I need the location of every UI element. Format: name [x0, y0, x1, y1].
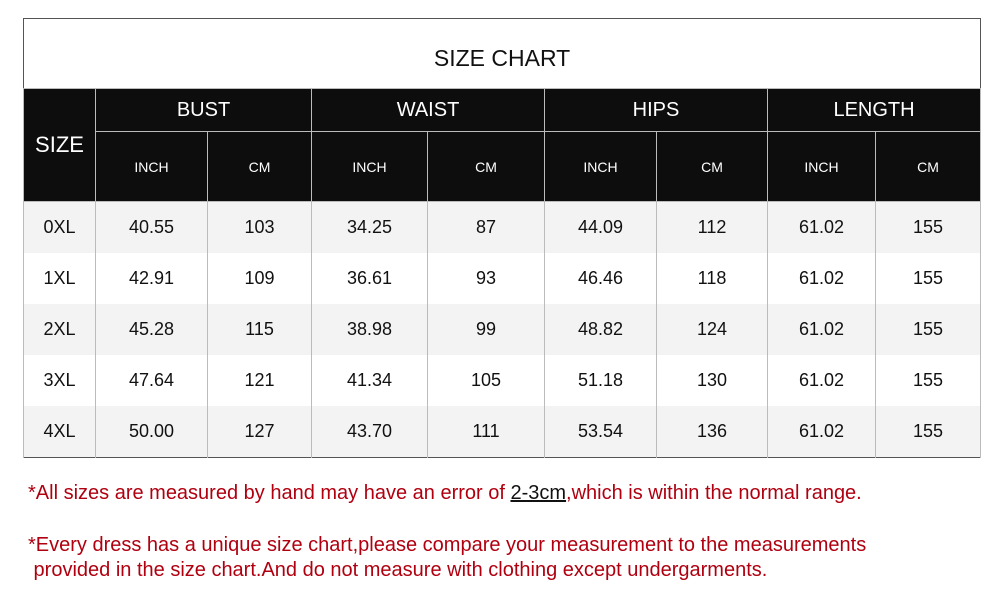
chart-title: SIZE CHART [23, 18, 981, 89]
table-row: 3XL 47.64 121 41.34 105 51.18 130 61.02 155 [23, 355, 982, 406]
value-cell: 118 [656, 253, 768, 304]
value-cell: 155 [874, 406, 982, 458]
note-measurement-error: *All sizes are measured by hand may have… [28, 481, 862, 506]
size-cell: 3XL [23, 355, 96, 406]
value-cell: 155 [874, 304, 982, 355]
value-cell: 61.02 [767, 355, 876, 406]
value-cell: 87 [427, 201, 545, 253]
value-cell: 155 [874, 201, 982, 253]
value-cell: 41.34 [311, 355, 428, 406]
value-cell: 42.91 [95, 253, 208, 304]
value-cell: 103 [207, 201, 312, 253]
group-header-hips: HIPS [544, 88, 768, 132]
value-cell: 112 [656, 201, 768, 253]
note2-line1: *Every dress has a unique size chart,ple… [28, 534, 867, 556]
value-cell: 45.28 [95, 304, 208, 355]
size-cell: 0XL [23, 201, 96, 253]
unit-header-inch: INCH [544, 131, 657, 202]
value-cell: 105 [427, 355, 545, 406]
value-cell: 115 [207, 304, 312, 355]
value-cell: 43.70 [311, 406, 428, 458]
value-cell: 40.55 [95, 201, 208, 253]
table-row: 4XL 50.00 127 43.70 111 53.54 136 61.02 155 [23, 406, 982, 458]
group-header-bust: BUST [95, 88, 312, 132]
size-chart-table: SIZE CHART SIZE BUST WAIST HIPS LENGTH I… [23, 18, 982, 458]
value-cell: 61.02 [767, 406, 876, 458]
size-cell: 2XL [23, 304, 96, 355]
table-row: 0XL 40.55 103 34.25 87 44.09 112 61.02 155 [23, 201, 982, 253]
value-cell: 50.00 [95, 406, 208, 458]
value-cell: 124 [656, 304, 768, 355]
table-row: 2XL 45.28 115 38.98 99 48.82 124 61.02 155 [23, 304, 982, 355]
table-row: 1XL 42.91 109 36.61 93 46.46 118 61.02 155 [23, 253, 982, 304]
value-cell: 46.46 [544, 253, 657, 304]
value-cell: 51.18 [544, 355, 657, 406]
size-cell: 4XL [23, 406, 96, 458]
note1-text-end: ,which is within the normal range. [566, 482, 862, 504]
note2-line2: provided in the size chart.And do not me… [28, 559, 768, 581]
value-cell: 61.02 [767, 253, 876, 304]
value-cell: 61.02 [767, 201, 876, 253]
unit-header-cm: CM [427, 131, 545, 202]
value-cell: 61.02 [767, 304, 876, 355]
value-cell: 99 [427, 304, 545, 355]
value-cell: 36.61 [311, 253, 428, 304]
unit-header-inch: INCH [767, 131, 876, 202]
note-unique-chart: *Every dress has a unique size chart,ple… [28, 533, 866, 583]
value-cell: 93 [427, 253, 545, 304]
value-cell: 44.09 [544, 201, 657, 253]
value-cell: 47.64 [95, 355, 208, 406]
value-cell: 34.25 [311, 201, 428, 253]
value-cell: 136 [656, 406, 768, 458]
unit-header-cm: CM [656, 131, 768, 202]
value-cell: 109 [207, 253, 312, 304]
group-header-waist: WAIST [311, 88, 545, 132]
value-cell: 111 [427, 406, 545, 458]
value-cell: 155 [874, 355, 982, 406]
value-cell: 53.54 [544, 406, 657, 458]
value-cell: 48.82 [544, 304, 657, 355]
unit-header-cm: CM [874, 131, 982, 202]
value-cell: 155 [874, 253, 982, 304]
size-header: SIZE [23, 88, 96, 202]
value-cell: 38.98 [311, 304, 428, 355]
group-header-length: LENGTH [766, 88, 982, 132]
note1-text: *All sizes are measured by hand may have… [28, 482, 511, 504]
size-cell: 1XL [23, 253, 96, 304]
value-cell: 121 [207, 355, 312, 406]
unit-header-inch: INCH [95, 131, 208, 202]
value-cell: 127 [207, 406, 312, 458]
unit-header-cm: CM [207, 131, 312, 202]
note1-highlight: 2-3cm [510, 482, 567, 504]
unit-header-inch: INCH [311, 131, 428, 202]
value-cell: 130 [656, 355, 768, 406]
